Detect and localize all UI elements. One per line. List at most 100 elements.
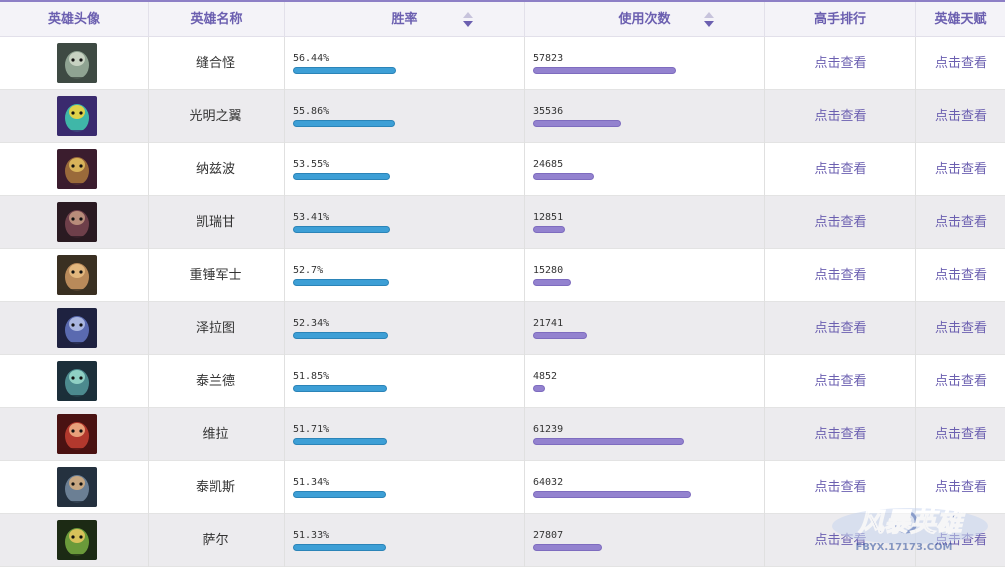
- hero-name[interactable]: 萨尔: [202, 533, 229, 548]
- avatar-cell: [0, 143, 148, 196]
- hero-avatar[interactable]: [57, 414, 97, 454]
- winrate-cell: 53.41%: [284, 196, 524, 249]
- usage-value: 35536: [533, 106, 564, 117]
- ranking-cell: 点击查看: [764, 249, 915, 302]
- avatar-cell: [0, 355, 148, 408]
- winrate-bar: [293, 120, 395, 127]
- usage-value: 4852: [533, 371, 558, 382]
- table-row: 泽拉图 52.34% 21741 点击查看 点击查看: [0, 302, 1005, 355]
- table-row: 缝合怪 56.44% 57823 点击查看 点击查看: [0, 37, 1005, 90]
- talents-link[interactable]: 点击查看: [934, 427, 987, 442]
- usage-bar: [533, 332, 587, 339]
- winrate-bar: [293, 491, 386, 498]
- winrate-value: 51.33%: [293, 530, 330, 541]
- table-row: 纳兹波 53.55% 24685 点击查看 点击查看: [0, 143, 1005, 196]
- hero-name[interactable]: 泽拉图: [195, 321, 235, 336]
- sort-winrate-icon[interactable]: [463, 12, 473, 28]
- talents-link[interactable]: 点击查看: [934, 374, 987, 389]
- header-winrate[interactable]: 胜率: [284, 2, 524, 37]
- usage-cell: 61239: [524, 408, 764, 461]
- ranking-cell: 点击查看: [764, 90, 915, 143]
- ranking-link[interactable]: 点击查看: [814, 533, 867, 548]
- talents-cell: 点击查看: [915, 249, 1005, 302]
- usage-value: 12851: [533, 212, 564, 223]
- hero-name[interactable]: 泰兰德: [195, 374, 235, 389]
- ranking-cell: 点击查看: [764, 514, 915, 567]
- ranking-link[interactable]: 点击查看: [814, 427, 867, 442]
- winrate-cell: 51.33%: [284, 514, 524, 567]
- header-talents: 英雄天赋: [915, 2, 1005, 37]
- header-winrate-label: 胜率: [391, 12, 418, 27]
- talents-cell: 点击查看: [915, 196, 1005, 249]
- ranking-link[interactable]: 点击查看: [814, 480, 867, 495]
- winrate-cell: 52.7%: [284, 249, 524, 302]
- ranking-link[interactable]: 点击查看: [814, 109, 867, 124]
- hero-avatar[interactable]: [57, 202, 97, 242]
- winrate-bar: [293, 544, 386, 551]
- hero-avatar[interactable]: [57, 96, 97, 136]
- usage-bar: [533, 226, 565, 233]
- priestess-portrait-icon: [57, 361, 97, 401]
- hero-name[interactable]: 光明之翼: [189, 109, 242, 124]
- usage-value: 57823: [533, 53, 564, 64]
- talents-link[interactable]: 点击查看: [934, 321, 987, 336]
- usage-cell: 24685: [524, 143, 764, 196]
- marine-portrait-icon: [57, 467, 97, 507]
- usage-bar: [533, 544, 602, 551]
- table-row: 泰兰德 51.85% 4852 点击查看 点击查看: [0, 355, 1005, 408]
- sort-usage-icon[interactable]: [704, 12, 714, 28]
- winrate-value: 51.71%: [293, 424, 330, 435]
- hero-name[interactable]: 重锤军士: [189, 268, 242, 283]
- hero-name[interactable]: 维拉: [202, 427, 229, 442]
- templar-portrait-icon: [57, 308, 97, 348]
- hero-name[interactable]: 泰凯斯: [195, 480, 235, 495]
- usage-value: 61239: [533, 424, 564, 435]
- hero-avatar[interactable]: [57, 43, 97, 83]
- ranking-link[interactable]: 点击查看: [814, 56, 867, 71]
- winrate-bar: [293, 332, 388, 339]
- name-cell: [148, 196, 284, 249]
- header-usage[interactable]: 使用次数: [524, 2, 764, 37]
- talents-link[interactable]: 点击查看: [934, 56, 987, 71]
- sergeant-portrait-icon: [57, 255, 97, 295]
- talents-link[interactable]: 点击查看: [934, 533, 987, 548]
- hero-name[interactable]: 凯瑞甘: [195, 215, 235, 230]
- talents-cell: 点击查看: [915, 461, 1005, 514]
- ranking-cell: 点击查看: [764, 37, 915, 90]
- ranking-link[interactable]: 点击查看: [814, 268, 867, 283]
- hero-avatar[interactable]: [57, 255, 97, 295]
- talents-link[interactable]: 点击查看: [934, 268, 987, 283]
- talents-link[interactable]: 点击查看: [934, 215, 987, 230]
- winrate-cell: 51.85%: [284, 355, 524, 408]
- ranking-link[interactable]: 点击查看: [814, 374, 867, 389]
- winrate-value: 53.41%: [293, 212, 330, 223]
- witchdoctor-portrait-icon: [57, 149, 97, 189]
- ranking-cell: 点击查看: [764, 302, 915, 355]
- talents-link[interactable]: 点击查看: [934, 162, 987, 177]
- ranking-link[interactable]: 点击查看: [814, 321, 867, 336]
- talents-cell: 点击查看: [915, 90, 1005, 143]
- hero-avatar[interactable]: [57, 149, 97, 189]
- talents-cell: 点击查看: [915, 408, 1005, 461]
- hero-name[interactable]: 纳兹波: [195, 162, 235, 177]
- talents-link[interactable]: 点击查看: [934, 109, 987, 124]
- table-row: 萨尔 51.33% 27807 点击查看 点击查看: [0, 514, 1005, 567]
- hero-avatar[interactable]: [57, 361, 97, 401]
- hero-name[interactable]: 缝合怪: [195, 56, 235, 71]
- talents-link[interactable]: 点击查看: [934, 480, 987, 495]
- winrate-cell: 52.34%: [284, 302, 524, 355]
- header-avatar: 英雄头像: [47, 12, 100, 27]
- usage-value: 64032: [533, 477, 564, 488]
- winrate-bar: [293, 385, 387, 392]
- avatar-cell: [0, 408, 148, 461]
- winrate-bar: [293, 438, 387, 445]
- ranking-link[interactable]: 点击查看: [814, 215, 867, 230]
- hero-avatar[interactable]: [57, 467, 97, 507]
- usage-cell: 27807: [524, 514, 764, 567]
- hero-avatar[interactable]: [57, 520, 97, 560]
- hero-avatar[interactable]: [57, 308, 97, 348]
- winrate-value: 52.34%: [293, 318, 330, 329]
- ranking-link[interactable]: 点击查看: [814, 162, 867, 177]
- name-cell: [148, 249, 284, 302]
- avatar-cell: [0, 196, 148, 249]
